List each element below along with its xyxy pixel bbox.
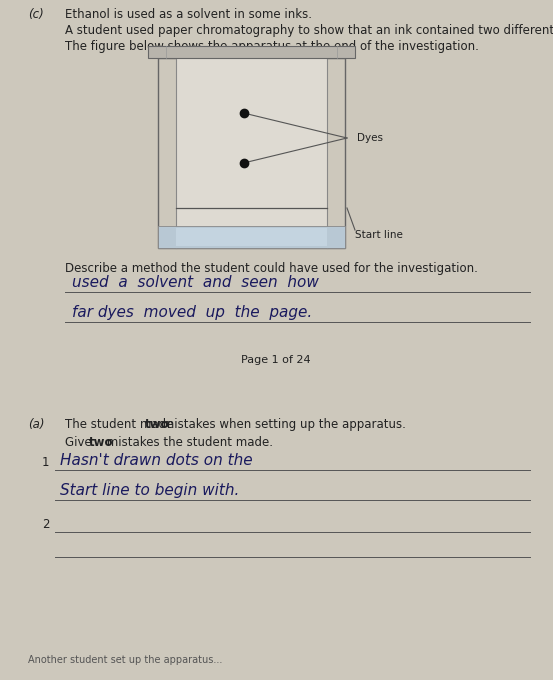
Text: (c): (c) <box>28 8 44 21</box>
Text: two: two <box>145 418 169 431</box>
Bar <box>148 46 355 58</box>
Text: Hasn't drawn dots on the: Hasn't drawn dots on the <box>60 453 253 468</box>
Bar <box>158 226 345 248</box>
Text: Page 1 of 24: Page 1 of 24 <box>241 355 311 365</box>
Text: A student used paper chromatography to show that an ink contained two different : A student used paper chromatography to s… <box>65 24 553 37</box>
Text: Start line: Start line <box>355 230 403 240</box>
Text: Give: Give <box>65 436 96 449</box>
Text: far dyes  moved  up  the  page.: far dyes moved up the page. <box>72 305 312 320</box>
Text: mistakes the student made.: mistakes the student made. <box>103 436 273 449</box>
Text: used  a  solvent  and  seen  how: used a solvent and seen how <box>72 275 319 290</box>
Text: 2: 2 <box>42 518 50 531</box>
Bar <box>176 58 327 248</box>
Text: Another student set up the apparatus...: Another student set up the apparatus... <box>28 655 222 665</box>
Bar <box>176 228 327 246</box>
Text: The student made: The student made <box>65 418 177 431</box>
Text: Dyes: Dyes <box>357 133 383 143</box>
Text: two: two <box>88 436 113 449</box>
Bar <box>158 58 345 248</box>
Text: 1: 1 <box>42 456 50 469</box>
Text: mistakes when setting up the apparatus.: mistakes when setting up the apparatus. <box>159 418 406 431</box>
Text: Ethanol is used as a solvent in some inks.: Ethanol is used as a solvent in some ink… <box>65 8 312 21</box>
Text: The figure below shows the apparatus at the end of the investigation.: The figure below shows the apparatus at … <box>65 40 479 53</box>
Text: Describe a method the student could have used for the investigation.: Describe a method the student could have… <box>65 262 478 275</box>
Text: (a): (a) <box>28 418 44 431</box>
Text: Start line to begin with.: Start line to begin with. <box>60 483 239 498</box>
